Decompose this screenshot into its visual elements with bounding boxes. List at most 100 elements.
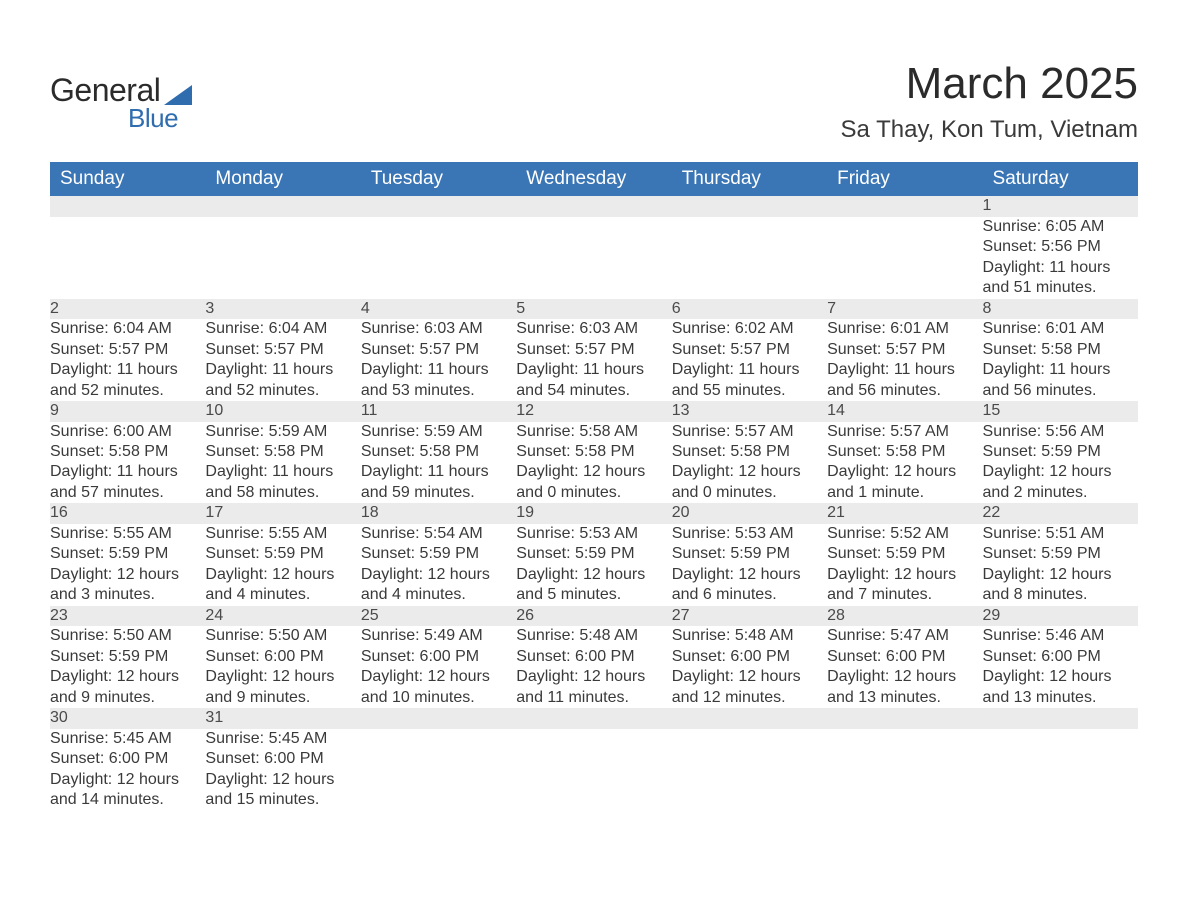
day-number-cell: 17 xyxy=(205,503,360,523)
day-number-cell: 4 xyxy=(361,299,516,319)
day-number-cell xyxy=(827,196,982,216)
daylight-label: Daylight: xyxy=(983,463,1050,480)
detail-row: Sunrise: 6:00 AMSunset: 5:58 PMDaylight:… xyxy=(50,422,1138,504)
sunset-value: 5:58 PM xyxy=(575,443,635,460)
sunrise-value: 5:47 AM xyxy=(890,627,949,644)
brand-sail-icon xyxy=(164,85,192,105)
sunrise: Sunrise: 5:48 AM xyxy=(672,626,827,646)
sunset: Sunset: 5:58 PM xyxy=(983,340,1138,360)
sunrise: Sunrise: 5:50 AM xyxy=(205,626,360,646)
sunset-value: 5:58 PM xyxy=(886,443,946,460)
sunrise: Sunrise: 5:45 AM xyxy=(50,729,205,749)
sunrise: Sunrise: 5:48 AM xyxy=(516,626,671,646)
sunrise-label: Sunrise: xyxy=(827,320,890,337)
sunset-label: Sunset: xyxy=(672,545,731,562)
sunset: Sunset: 5:57 PM xyxy=(50,340,205,360)
day-number-cell: 25 xyxy=(361,606,516,626)
daynum-row: 3031 xyxy=(50,708,1138,728)
sunrise: Sunrise: 6:04 AM xyxy=(50,319,205,339)
day-number-cell: 8 xyxy=(983,299,1138,319)
daylight-label: Daylight: xyxy=(361,463,428,480)
day-number-cell: 7 xyxy=(827,299,982,319)
sunset-value: 5:57 PM xyxy=(264,341,324,358)
brand-logo: General Blue xyxy=(50,60,192,134)
sunrise: Sunrise: 6:05 AM xyxy=(983,217,1138,237)
daylight-label: Daylight: xyxy=(672,361,739,378)
sunset: Sunset: 6:00 PM xyxy=(205,647,360,667)
daylight: Daylight: 11 hours and 54 minutes. xyxy=(516,360,671,401)
sunset-value: 6:00 PM xyxy=(1041,648,1101,665)
header: General Blue March 2025 Sa Thay, Kon Tum… xyxy=(50,60,1138,144)
sunrise-label: Sunrise: xyxy=(983,218,1046,235)
sunset: Sunset: 5:58 PM xyxy=(50,442,205,462)
day-number-cell: 29 xyxy=(983,606,1138,626)
daylight-label: Daylight: xyxy=(983,566,1050,583)
sunrise-label: Sunrise: xyxy=(50,320,113,337)
sunrise-value: 5:53 AM xyxy=(735,525,794,542)
sunrise-value: 5:55 AM xyxy=(113,525,172,542)
sunrise-label: Sunrise: xyxy=(50,627,113,644)
sunset: Sunset: 6:00 PM xyxy=(983,647,1138,667)
sunset-value: 6:00 PM xyxy=(264,648,324,665)
day-detail-cell: Sunrise: 5:51 AMSunset: 5:59 PMDaylight:… xyxy=(983,524,1138,606)
daylight: Daylight: 11 hours and 55 minutes. xyxy=(672,360,827,401)
sunset: Sunset: 6:00 PM xyxy=(50,749,205,769)
sunset-value: 5:58 PM xyxy=(109,443,169,460)
sunrise-value: 6:02 AM xyxy=(735,320,794,337)
sunset-label: Sunset: xyxy=(672,443,731,460)
sunset: Sunset: 6:00 PM xyxy=(205,749,360,769)
sunset-value: 6:00 PM xyxy=(264,750,324,767)
sunset-value: 5:57 PM xyxy=(109,341,169,358)
sunrise: Sunrise: 6:03 AM xyxy=(361,319,516,339)
sunrise-value: 6:00 AM xyxy=(113,423,172,440)
day-detail-cell xyxy=(361,217,516,299)
sunset: Sunset: 5:59 PM xyxy=(672,544,827,564)
day-detail-cell: Sunrise: 6:03 AMSunset: 5:57 PMDaylight:… xyxy=(516,319,671,401)
daylight: Daylight: 11 hours and 59 minutes. xyxy=(361,462,516,503)
sunset: Sunset: 5:58 PM xyxy=(516,442,671,462)
sunset-label: Sunset: xyxy=(983,648,1042,665)
day-detail-cell: Sunrise: 5:59 AMSunset: 5:58 PMDaylight:… xyxy=(205,422,360,504)
day-detail-cell xyxy=(50,217,205,299)
day-number-cell: 22 xyxy=(983,503,1138,523)
day-detail-cell: Sunrise: 5:57 AMSunset: 5:58 PMDaylight:… xyxy=(827,422,982,504)
sunrise-label: Sunrise: xyxy=(672,627,735,644)
sunset: Sunset: 6:00 PM xyxy=(827,647,982,667)
sunrise-value: 5:57 AM xyxy=(735,423,794,440)
day-number-cell: 27 xyxy=(672,606,827,626)
sunset: Sunset: 5:57 PM xyxy=(361,340,516,360)
daylight: Daylight: 12 hours and 9 minutes. xyxy=(50,667,205,708)
day-detail-cell xyxy=(983,729,1138,811)
sunset-label: Sunset: xyxy=(50,443,109,460)
day-number-cell: 3 xyxy=(205,299,360,319)
sunrise-value: 6:05 AM xyxy=(1046,218,1105,235)
daynum-row: 16171819202122 xyxy=(50,503,1138,523)
sunset-value: 5:59 PM xyxy=(886,545,946,562)
sunset: Sunset: 5:57 PM xyxy=(827,340,982,360)
day-number-cell: 26 xyxy=(516,606,671,626)
calendar-page: General Blue March 2025 Sa Thay, Kon Tum… xyxy=(0,0,1188,918)
sunset: Sunset: 5:58 PM xyxy=(205,442,360,462)
sunset-label: Sunset: xyxy=(516,341,575,358)
day-number-cell: 9 xyxy=(50,401,205,421)
day-number-cell: 30 xyxy=(50,708,205,728)
day-detail-cell: Sunrise: 5:47 AMSunset: 6:00 PMDaylight:… xyxy=(827,626,982,708)
sunrise-label: Sunrise: xyxy=(205,320,268,337)
sunrise-value: 5:56 AM xyxy=(1046,423,1105,440)
day-number-cell: 18 xyxy=(361,503,516,523)
day-number-cell xyxy=(516,708,671,728)
sunset-value: 6:00 PM xyxy=(109,750,169,767)
sunset-label: Sunset: xyxy=(361,341,420,358)
daylight-label: Daylight: xyxy=(827,463,894,480)
daylight: Daylight: 11 hours and 56 minutes. xyxy=(827,360,982,401)
sunrise-label: Sunrise: xyxy=(516,525,579,542)
sunrise-value: 5:57 AM xyxy=(890,423,949,440)
day-number-cell: 10 xyxy=(205,401,360,421)
daylight-label: Daylight: xyxy=(205,566,272,583)
sunrise-label: Sunrise: xyxy=(983,627,1046,644)
daylight-label: Daylight: xyxy=(205,668,272,685)
day-number-cell: 1 xyxy=(983,196,1138,216)
sunset: Sunset: 5:58 PM xyxy=(361,442,516,462)
sunset-value: 5:59 PM xyxy=(1041,545,1101,562)
day-number-cell: 20 xyxy=(672,503,827,523)
